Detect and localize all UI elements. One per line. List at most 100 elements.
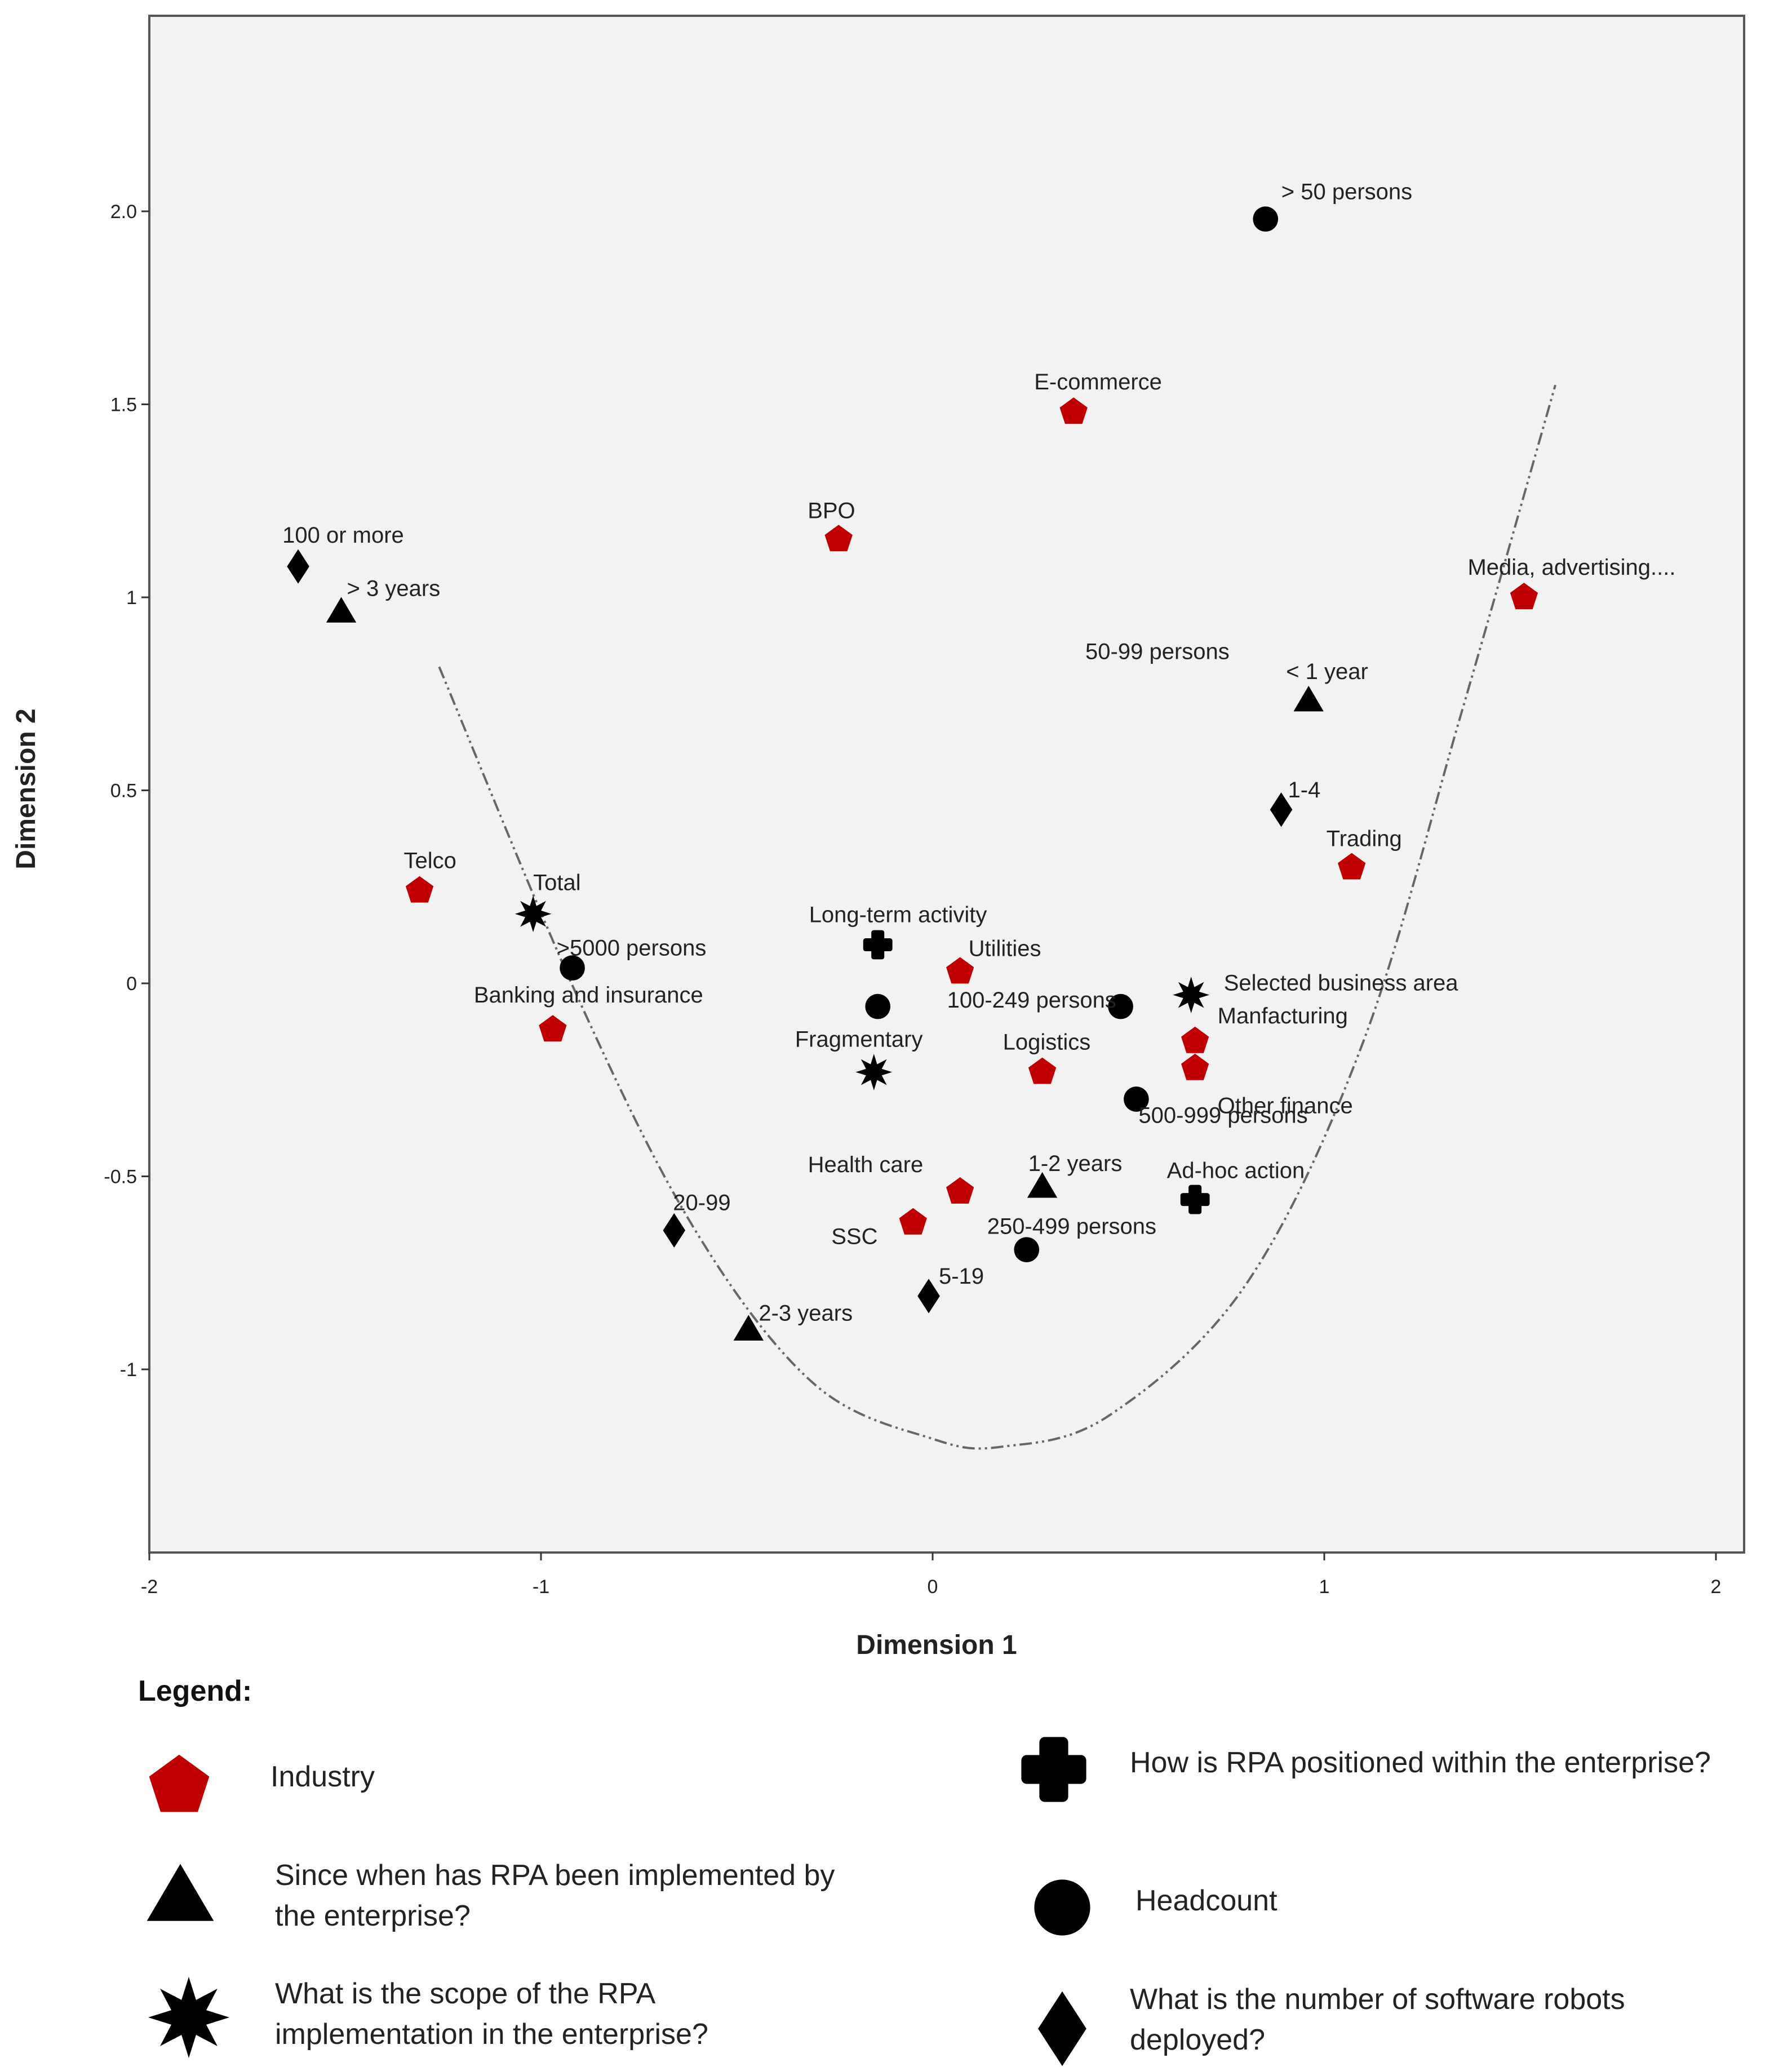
legend-cross-icon-v xyxy=(1039,1737,1068,1802)
series-cross: Long-term activity Ad-hoc action xyxy=(809,903,1305,1214)
x-tick-label: 0 xyxy=(928,1576,938,1598)
legend-label: deployed? xyxy=(1130,2024,1265,2056)
point-label: 250-499 persons xyxy=(987,1214,1156,1239)
diamond-point xyxy=(1270,792,1293,827)
legend-star-icon xyxy=(148,1977,229,2058)
pentagon-point xyxy=(1181,1053,1209,1080)
point-label: Fragmentary xyxy=(795,1027,923,1052)
diamond-point xyxy=(663,1213,686,1248)
legend-pentagon-icon xyxy=(149,1754,210,1812)
circle-point xyxy=(1124,1086,1149,1112)
legend-label: What is the scope of the RPA xyxy=(275,1977,656,2010)
star-point xyxy=(1173,977,1210,1013)
legend-label: How is RPA positioned within the enterpr… xyxy=(1130,1746,1711,1779)
point-label: Ad-hoc action xyxy=(1167,1159,1305,1183)
y-tick-label: -1 xyxy=(120,1359,137,1381)
point-label: Utilities xyxy=(969,936,1041,961)
series-triangle: > 3 years < 1 year 1-2 years 2-3 years xyxy=(326,576,1368,1341)
pentagon-point xyxy=(1059,397,1088,424)
circle-point xyxy=(1253,206,1279,232)
point-label: Long-term activity xyxy=(809,903,987,928)
pentagon-point xyxy=(1181,1026,1209,1053)
diamond-point xyxy=(287,549,309,584)
legend-item: Since when has RPA been implemented by th… xyxy=(147,1859,835,1932)
point-label: 100 or more xyxy=(282,523,404,548)
point-label: E-commerce xyxy=(1034,370,1162,394)
pentagon-point xyxy=(946,957,974,984)
star-point xyxy=(855,1054,893,1090)
legend-item: What is the scope of the RPA implementati… xyxy=(148,1977,708,2058)
point-label: 2-3 years xyxy=(759,1301,853,1326)
plot-area: -1 -0.5 0 0.5 1 1.5 2.0 -2 -1 0 1 2 Dimension 1 Dimen… xyxy=(11,15,1745,1660)
x-tick-label: 1 xyxy=(1319,1576,1330,1598)
point-label: Banking and insurance xyxy=(474,983,703,1008)
legend-circle-icon xyxy=(1034,1879,1090,1936)
legend-triangle-icon xyxy=(147,1864,214,1921)
legend-item: What is the number of software robots dep… xyxy=(1038,1983,1625,2066)
legend-label: Headcount xyxy=(1135,1884,1278,1917)
point-label: Total xyxy=(533,871,581,895)
x-axis-title: Dimension 1 xyxy=(856,1630,1017,1660)
pentagon-point xyxy=(946,1177,974,1204)
legend-diamond-icon xyxy=(1038,1991,1086,2066)
y-tick-label: 1.5 xyxy=(110,394,137,416)
triangle-point xyxy=(1027,1172,1058,1198)
point-label: 1-2 years xyxy=(1028,1151,1123,1176)
legend-label: the enterprise? xyxy=(275,1900,471,1932)
point-label: Trading xyxy=(1327,827,1402,851)
cross-point-v xyxy=(871,930,885,960)
fitted-curve xyxy=(438,384,1556,1450)
legend-label: What is the number of software robots xyxy=(1130,1983,1625,2016)
cross-point xyxy=(863,930,893,960)
legend-item: Industry xyxy=(149,1754,375,1812)
legend-label: Since when has RPA been implemented by xyxy=(275,1859,835,1892)
free-label: 50-99 persons xyxy=(1085,640,1230,664)
point-label: Selected business area xyxy=(1224,971,1459,996)
point-label: < 1 year xyxy=(1286,659,1368,684)
point-label: 20-99 xyxy=(673,1190,730,1215)
legend: Legend: Industry How is RPA positioned wit… xyxy=(138,1675,1711,2066)
series-diamond: 100 or more 1-4 20-99 5-19 xyxy=(282,523,1321,1314)
triangle-point xyxy=(733,1315,764,1341)
pentagon-point xyxy=(1338,853,1366,880)
diamond-point xyxy=(917,1279,940,1314)
point-label: 1-4 xyxy=(1288,778,1321,802)
point-label: 500-999 persons xyxy=(1138,1103,1307,1128)
x-tick-label: 2 xyxy=(1711,1576,1722,1598)
point-label: Logistics xyxy=(1003,1030,1091,1055)
pentagon-point xyxy=(824,525,853,552)
series-pentagon: E-commerce BPO Media, advertising.... Tradi… xyxy=(404,370,1676,1249)
point-label: > 50 persons xyxy=(1281,180,1412,205)
circle-point xyxy=(560,955,585,981)
pentagon-point xyxy=(1510,583,1538,609)
series-circle: > 50 persons >5000 persons 100-249 persons… xyxy=(557,180,1412,1262)
plot-background xyxy=(148,15,1745,1554)
x-tick-label: -2 xyxy=(141,1576,158,1598)
cross-point-v xyxy=(1188,1185,1202,1214)
point-label: Manfacturing xyxy=(1218,1004,1348,1028)
y-tick-label: 0.5 xyxy=(110,780,137,802)
point-label: >5000 persons xyxy=(557,936,707,961)
series-star: Total Selected business area Fragmentary xyxy=(514,871,1459,1090)
legend-label: Industry xyxy=(270,1760,375,1793)
y-tick-label: 0 xyxy=(126,973,137,995)
y-axis-title: Dimension 2 xyxy=(11,708,41,869)
circle-point xyxy=(865,993,891,1019)
triangle-point xyxy=(326,597,357,623)
circle-point xyxy=(1108,993,1133,1019)
legend-item: Headcount xyxy=(1034,1879,1278,1936)
legend-item: How is RPA positioned within the enterpr… xyxy=(1021,1737,1711,1802)
pentagon-point xyxy=(899,1208,927,1235)
point-label: Media, advertising.... xyxy=(1467,555,1675,580)
point-label: SSC xyxy=(831,1225,877,1249)
point-label: Other finance xyxy=(1218,1094,1353,1119)
y-tick-label: -0.5 xyxy=(104,1166,137,1188)
y-tick-label: 2.0 xyxy=(110,201,137,223)
pentagon-point xyxy=(539,1015,567,1042)
circle-point xyxy=(1014,1237,1040,1262)
point-label: 100-249 persons xyxy=(947,988,1116,1013)
pentagon-point xyxy=(1028,1057,1057,1084)
cross-point xyxy=(1180,1185,1210,1214)
legend-cross-icon xyxy=(1021,1737,1086,1802)
